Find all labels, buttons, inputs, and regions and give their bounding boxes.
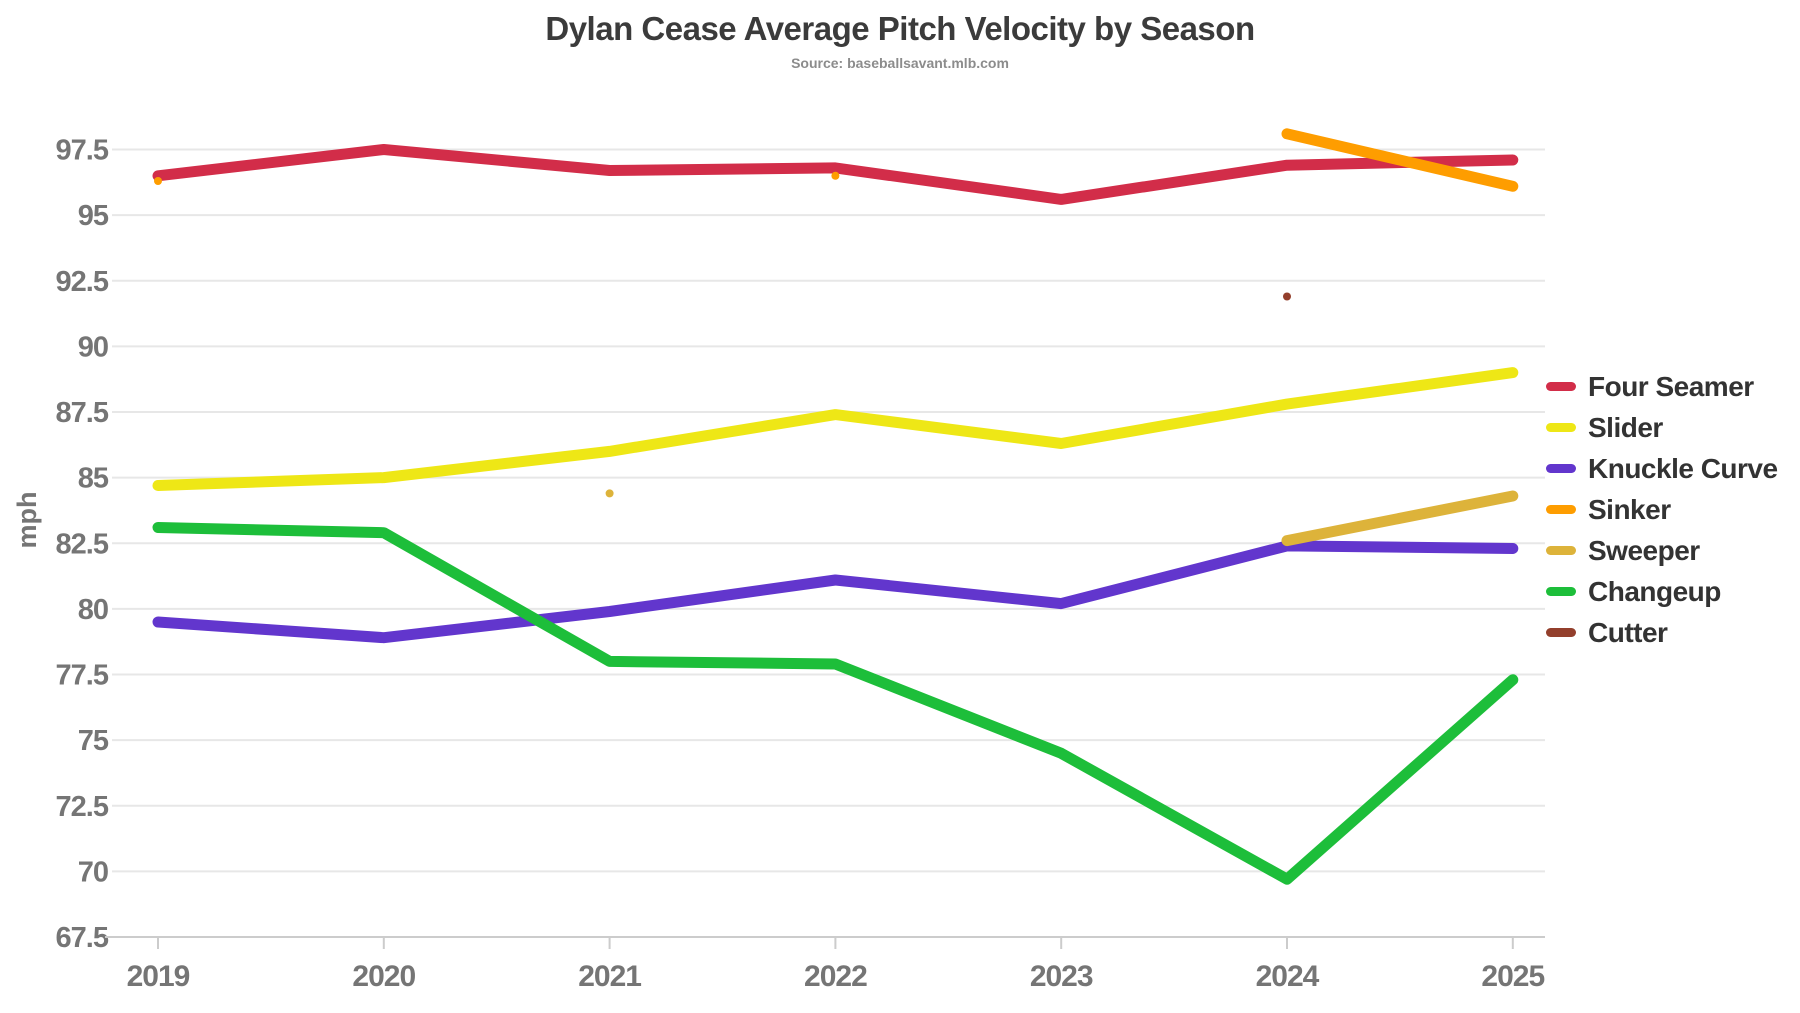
- legend-label-slider: Slider: [1588, 411, 1663, 443]
- y-axis-tick-label: 80: [78, 594, 108, 626]
- series-line-sinker: [1281, 128, 1519, 192]
- x-axis-tick-label: 2023: [1030, 960, 1093, 993]
- series-line-changeup: [152, 522, 1519, 885]
- legend-swatch-cutter: [1546, 628, 1576, 637]
- legend-label-four-seamer: Four Seamer: [1588, 370, 1754, 402]
- y-axis-tick-label: 70: [78, 856, 108, 888]
- x-axis-tick-label: 2025: [1481, 960, 1544, 993]
- legend-item-cutter: Cutter: [1546, 616, 1778, 648]
- y-axis-tick-label: 75: [78, 725, 109, 757]
- series-point-cutter: [1283, 292, 1291, 301]
- y-axis-tick-label: 87.5: [56, 397, 109, 429]
- legend-swatch-four-seamer: [1546, 382, 1576, 391]
- legend-label-sinker: Sinker: [1588, 493, 1671, 525]
- chart-subtitle: Source: baseballsavant.mlb.com: [791, 55, 1009, 71]
- legend-item-four-seamer: Four Seamer: [1546, 370, 1778, 402]
- y-axis-tick-label: 77.5: [56, 660, 109, 692]
- series-line-sweeper: [1281, 490, 1519, 547]
- legend-label-knuckle-curve: Knuckle Curve: [1588, 452, 1778, 484]
- y-axis-tick-label: 82.5: [56, 528, 109, 560]
- legend-item-slider: Slider: [1546, 411, 1778, 443]
- y-axis-tick-label: 72.5: [56, 791, 109, 823]
- legend-swatch-sinker: [1546, 505, 1576, 514]
- y-axis-title: mph: [12, 492, 42, 549]
- series-point-sweeper: [605, 489, 614, 498]
- legend-item-changeup: Changeup: [1546, 575, 1778, 607]
- legend-swatch-slider: [1546, 423, 1576, 432]
- x-axis-tick-label: 2020: [352, 960, 415, 993]
- chart-header: Dylan Cease Average Pitch Velocity by Se…: [0, 10, 1800, 71]
- x-axis-tick-label: 2019: [127, 960, 190, 993]
- x-axis-tick-label: 2021: [578, 960, 641, 993]
- x-axis-tick-label: 2022: [804, 960, 867, 993]
- series-line-knuckle-curve: [152, 540, 1519, 644]
- legend-label-cutter: Cutter: [1588, 616, 1668, 648]
- legend-label-sweeper: Sweeper: [1588, 534, 1700, 566]
- chart-legend: Four Seamer Slider Knuckle Curve Sinker Swee…: [1546, 370, 1778, 648]
- series-point-sinker: [154, 177, 162, 185]
- y-axis-tick-label: 95: [78, 200, 109, 232]
- y-axis-tick-label: 97.5: [56, 135, 109, 167]
- legend-swatch-knuckle-curve: [1546, 464, 1576, 473]
- chart-title: Dylan Cease Average Pitch Velocity by Se…: [545, 10, 1255, 47]
- series-line-slider: [152, 367, 1519, 491]
- legend-label-changeup: Changeup: [1588, 575, 1721, 607]
- y-axis-tick-label: 85: [78, 463, 109, 495]
- y-axis-tick-label: 67.5: [56, 922, 109, 954]
- legend-item-sweeper: Sweeper: [1546, 534, 1778, 566]
- legend-item-knuckle-curve: Knuckle Curve: [1546, 452, 1778, 484]
- x-axis-tick-label: 2024: [1256, 960, 1320, 993]
- series-line-four-seamer: [152, 144, 1519, 205]
- y-axis-tick-label: 90: [78, 331, 108, 363]
- legend-swatch-sweeper: [1546, 546, 1576, 555]
- y-axis-tick-label: 92.5: [56, 266, 109, 298]
- series-point-sinker: [831, 171, 840, 180]
- legend-item-sinker: Sinker: [1546, 493, 1778, 525]
- legend-swatch-changeup: [1546, 587, 1576, 596]
